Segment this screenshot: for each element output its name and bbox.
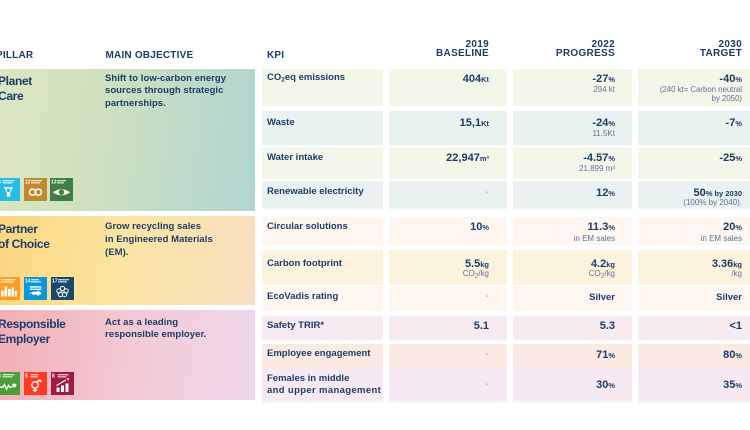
svg-text:3: 3	[0, 373, 1, 379]
svg-text:14: 14	[25, 279, 31, 285]
svg-text:8: 8	[52, 373, 55, 379]
svg-text:17: 17	[52, 279, 58, 285]
svg-text:11: 11	[0, 279, 4, 285]
svg-text:5: 5	[25, 373, 28, 379]
svg-text:6: 6	[0, 180, 1, 186]
svg-text:13: 13	[51, 180, 57, 186]
svg-text:12: 12	[25, 180, 31, 186]
